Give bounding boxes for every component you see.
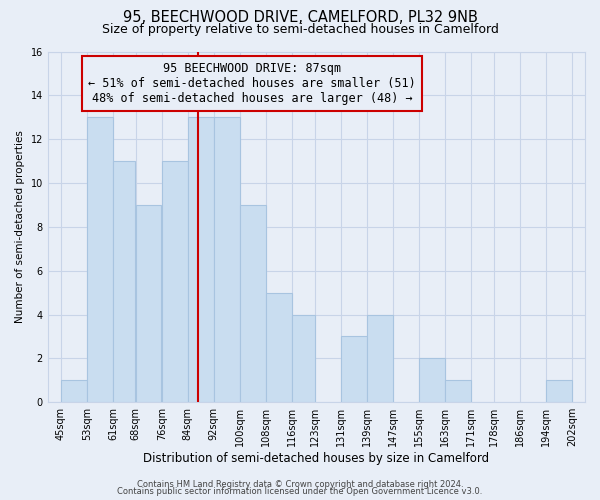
Text: Contains public sector information licensed under the Open Government Licence v3: Contains public sector information licen… xyxy=(118,488,482,496)
Bar xyxy=(113,161,136,402)
Bar xyxy=(419,358,445,402)
Text: 95 BEECHWOOD DRIVE: 87sqm
← 51% of semi-detached houses are smaller (51)
48% of : 95 BEECHWOOD DRIVE: 87sqm ← 51% of semi-… xyxy=(88,62,416,105)
Bar xyxy=(266,292,292,402)
Bar xyxy=(341,336,367,402)
Bar xyxy=(546,380,572,402)
Text: Size of property relative to semi-detached houses in Camelford: Size of property relative to semi-detach… xyxy=(101,22,499,36)
Text: Contains HM Land Registry data © Crown copyright and database right 2024.: Contains HM Land Registry data © Crown c… xyxy=(137,480,463,489)
Bar xyxy=(367,314,392,402)
Bar xyxy=(445,380,471,402)
Y-axis label: Number of semi-detached properties: Number of semi-detached properties xyxy=(15,130,25,324)
Bar xyxy=(136,205,161,402)
Bar xyxy=(214,118,239,402)
Bar xyxy=(162,161,188,402)
Bar xyxy=(240,205,266,402)
Bar xyxy=(292,314,314,402)
Bar xyxy=(87,118,113,402)
Text: 95, BEECHWOOD DRIVE, CAMELFORD, PL32 9NB: 95, BEECHWOOD DRIVE, CAMELFORD, PL32 9NB xyxy=(122,10,478,25)
Bar xyxy=(61,380,86,402)
Bar xyxy=(188,118,214,402)
X-axis label: Distribution of semi-detached houses by size in Camelford: Distribution of semi-detached houses by … xyxy=(143,452,490,465)
